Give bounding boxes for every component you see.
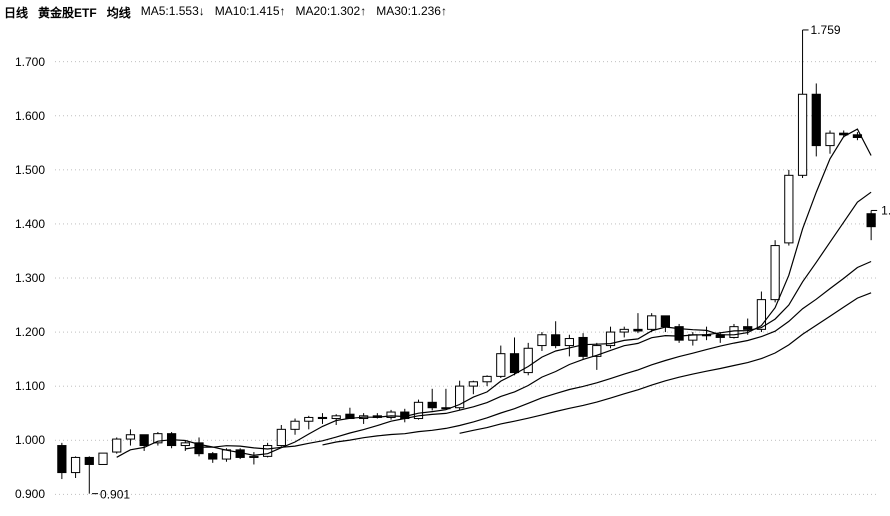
candle [538, 335, 546, 346]
candlestick-chart: 日线 黄金股ETF 均线 MA5:1.553↓ MA10:1.415↑ MA20… [0, 0, 890, 516]
candle [332, 416, 340, 419]
candle [744, 327, 752, 330]
candle [812, 94, 820, 145]
security-label: 黄金股ETF [38, 4, 97, 21]
candle [58, 446, 66, 473]
ma10-line [185, 192, 871, 449]
candle [661, 316, 669, 327]
ma5-line [117, 129, 871, 457]
candle [113, 439, 121, 452]
candle [826, 133, 834, 145]
candle [785, 175, 793, 243]
candle [620, 329, 628, 332]
candle [99, 453, 107, 464]
ytick-label: 1.100 [15, 379, 45, 393]
candle [730, 327, 738, 338]
ytick-label: 1.300 [15, 271, 45, 285]
candle [497, 354, 505, 377]
ytick-label: 1.500 [15, 163, 45, 177]
ma-prefix: 均线 [107, 4, 131, 21]
candle [126, 435, 134, 439]
ytick-label: 1.600 [15, 109, 45, 123]
candle [524, 348, 532, 372]
price-annotation: 1.759 [811, 23, 841, 37]
candle [648, 316, 656, 330]
ma30-label: MA30:1.236↑ [376, 4, 447, 21]
period-label: 日线 [4, 4, 28, 21]
ytick-label: 1.700 [15, 55, 45, 69]
ma20-label: MA20:1.302↑ [296, 4, 367, 21]
candle [291, 421, 299, 429]
candle [798, 94, 806, 175]
candle [510, 354, 518, 373]
ytick-label: 1.200 [15, 325, 45, 339]
ytick-label: 1.000 [15, 433, 45, 447]
ytick-label: 1.400 [15, 217, 45, 231]
candle [565, 339, 573, 346]
chart-header: 日线 黄金股ETF 均线 MA5:1.553↓ MA10:1.415↑ MA20… [4, 4, 447, 21]
candle [305, 417, 313, 421]
candle [634, 329, 642, 331]
candle [552, 335, 560, 346]
ma30-line [460, 293, 871, 434]
candle [250, 456, 258, 457]
candle [85, 457, 93, 464]
candle [209, 454, 217, 459]
price-annotation: 1.419-1.425 [881, 203, 890, 217]
candle [867, 214, 875, 227]
candle [277, 429, 285, 445]
candle [469, 382, 477, 386]
candle [181, 443, 189, 446]
ytick-label: 0.900 [15, 487, 45, 501]
candle [71, 457, 79, 472]
ma10-label: MA10:1.415↑ [215, 4, 286, 21]
candle [483, 376, 491, 381]
price-annotation: 0.901 [100, 488, 130, 502]
candle [579, 337, 587, 356]
candle [263, 446, 271, 457]
candle [428, 402, 436, 407]
ma5-label: MA5:1.553↓ [141, 4, 205, 21]
candle [318, 417, 326, 418]
candle [140, 435, 148, 446]
chart-canvas: 0.900 1.000 1.100 1.200 1.300 1.400 1.500 1.600… [0, 0, 890, 516]
candle [771, 246, 779, 300]
